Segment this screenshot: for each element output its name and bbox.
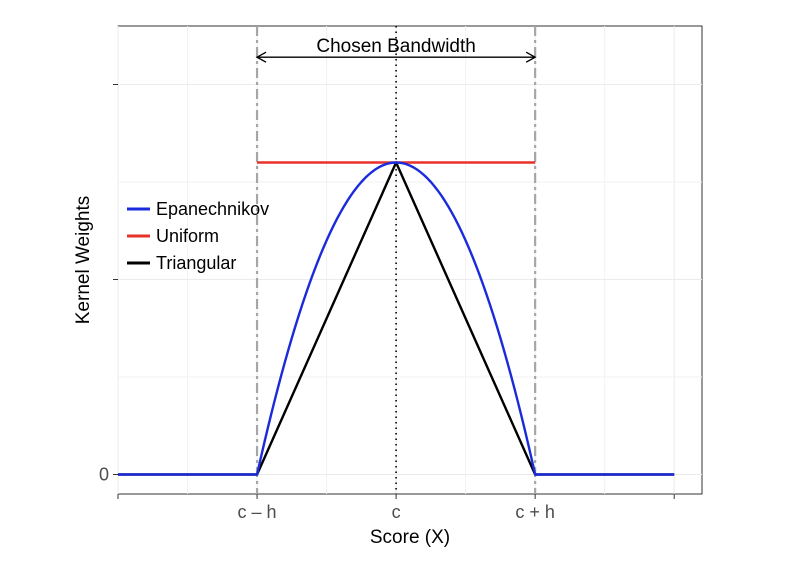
x-axis-ticks: c – h c c + h: [117, 494, 675, 522]
series-line-epanechnikov: [118, 161, 675, 476]
grid: [117, 26, 702, 494]
legend: Epanechnikov Uniform Triangular: [127, 199, 269, 273]
y-axis-title: Kernel Weights: [73, 196, 94, 325]
x-axis-title: Score (X): [370, 527, 450, 548]
y-tick-label: 0: [99, 465, 109, 485]
series-lines: [118, 161, 675, 476]
annotation-label: Chosen Bandwidth: [316, 36, 476, 57]
bandwidth-annotation: Chosen Bandwidth: [255, 36, 537, 63]
x-tick-label: c: [392, 502, 401, 522]
legend-label-uniform: Uniform: [156, 226, 219, 246]
annotation-arrowhead-left: [255, 51, 267, 63]
annotation-arrowhead-right: [525, 51, 537, 63]
x-tick-label: c + h: [515, 502, 555, 522]
legend-label-triangular: Triangular: [156, 253, 236, 273]
legend-label-epanechnikov: Epanechnikov: [156, 199, 269, 219]
y-axis-ticks: 0: [99, 84, 118, 485]
reference-lines: [255, 26, 537, 494]
x-tick-label: c – h: [238, 502, 277, 522]
